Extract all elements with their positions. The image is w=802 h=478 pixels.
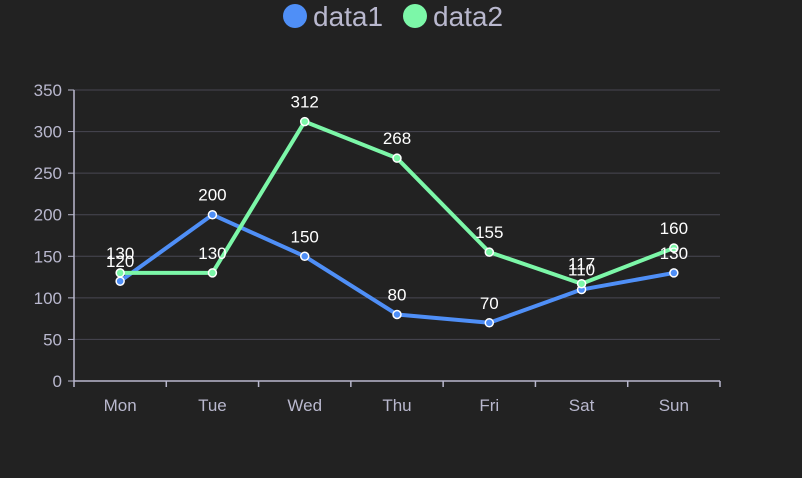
data-point-data1-mon[interactable] (115, 276, 125, 286)
data-point-data2-wed[interactable] (299, 116, 310, 127)
data-label-data1-tue: 200 (198, 186, 226, 205)
data-point-data1-wed[interactable] (299, 251, 310, 262)
data-point-data2-sun[interactable] (669, 243, 679, 253)
data-label-data1-sat: 110 (568, 261, 595, 280)
x-tick-label-sun: Sun (659, 396, 689, 415)
data-label-data2-mon: 130 (106, 244, 134, 263)
data-point-data2-tue[interactable] (207, 268, 218, 278)
y-tick-label: 350 (34, 81, 62, 100)
legend-label-data1[interactable]: data1 (313, 1, 383, 32)
data-label-data2-sat: 117 (568, 255, 595, 274)
data-label-data1-wed: 150 (291, 227, 319, 246)
data-label-data1-mon: 120 (106, 252, 134, 271)
y-tick-label: 150 (34, 247, 62, 266)
data-point-data2-sat[interactable] (576, 278, 587, 289)
data-point-data1-fri[interactable] (484, 318, 495, 328)
x-tick-label-mon: Mon (104, 396, 137, 415)
data-point-data2-fri[interactable] (484, 247, 495, 257)
data-point-data1-sun[interactable] (669, 268, 679, 278)
x-tick-label-fri: Fri (479, 396, 499, 415)
legend-marker-data1[interactable] (283, 4, 307, 28)
data-label-data2-wed: 312 (291, 93, 319, 112)
data-label-data2-tue: 130 (198, 244, 226, 263)
y-tick-label: 0 (53, 372, 62, 391)
data-label-data1-fri: 70 (480, 294, 499, 313)
x-tick-label-wed: Wed (287, 396, 322, 415)
data-point-data2-mon[interactable] (115, 268, 125, 278)
data-label-data2-sun: 160 (660, 219, 688, 238)
y-tick-label: 200 (34, 206, 62, 225)
y-tick-label: 250 (34, 164, 62, 183)
y-tick-label: 100 (34, 289, 62, 308)
legend-label-data2[interactable]: data2 (433, 1, 503, 32)
data-label-data2-fri: 155 (475, 223, 503, 242)
legend-marker-data2[interactable] (403, 4, 427, 28)
data-point-data1-tue[interactable] (207, 209, 218, 220)
data-label-data2-thu: 268 (383, 129, 411, 148)
y-tick-label: 300 (34, 123, 62, 142)
data-label-data1-sun: 130 (660, 244, 688, 263)
y-tick-label: 50 (43, 330, 62, 349)
data-label-data1-thu: 80 (388, 285, 407, 304)
x-tick-label-tue: Tue (198, 396, 227, 415)
data-point-data1-thu[interactable] (392, 309, 402, 320)
x-tick-label-sat: Sat (569, 396, 595, 415)
x-tick-label-thu: Thu (382, 396, 411, 415)
data-point-data2-thu[interactable] (392, 153, 402, 163)
